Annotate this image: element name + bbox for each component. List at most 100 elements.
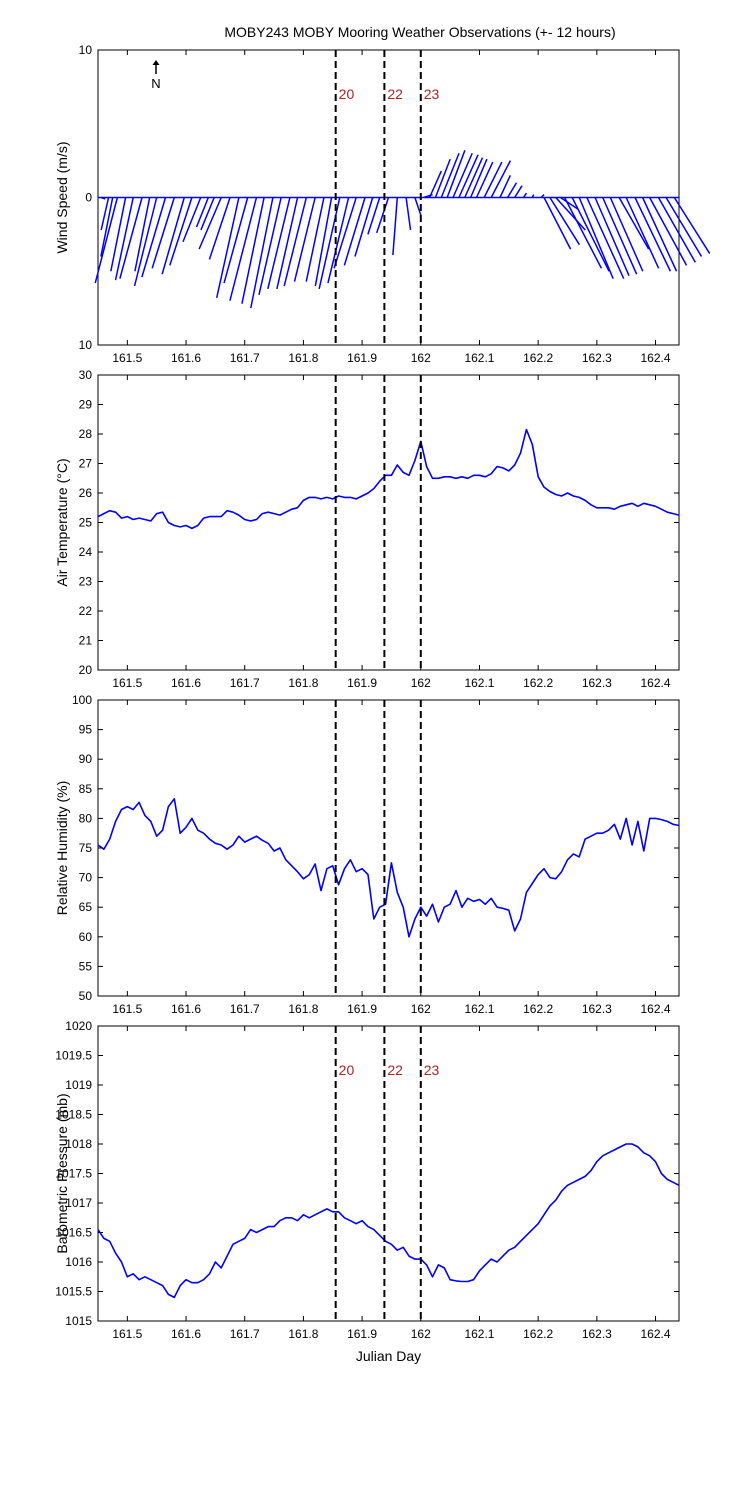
event-marker-label: 22 bbox=[387, 1062, 403, 1078]
wind-stick bbox=[490, 160, 512, 198]
wind-stick bbox=[522, 192, 528, 198]
x-tick-label: 162.2 bbox=[523, 1327, 553, 1341]
wind-stick bbox=[514, 185, 523, 198]
y-tick-label: 10 bbox=[79, 338, 93, 352]
wind-stick bbox=[267, 197, 291, 290]
x-tick-label: 162.3 bbox=[582, 1002, 612, 1016]
wind-stick bbox=[464, 157, 484, 198]
wind-stick bbox=[223, 197, 249, 284]
panel-wind: 161.5 161.6 161.7 161.8 161.9 162 162.1 162.2 16… bbox=[54, 43, 711, 365]
wind-stick bbox=[506, 182, 518, 198]
y-tick-label: 29 bbox=[79, 398, 93, 412]
x-tick-label: 162.3 bbox=[582, 1327, 612, 1341]
north-arrowhead-icon bbox=[152, 60, 160, 65]
x-tick-label: 162.4 bbox=[641, 351, 671, 365]
x-tick-label: 162.2 bbox=[523, 1002, 553, 1016]
wind-stick bbox=[440, 152, 460, 198]
wind-stick bbox=[100, 197, 110, 231]
axes-box bbox=[97, 699, 680, 997]
x-tick-label: 161.9 bbox=[347, 1327, 377, 1341]
y-tick-label: 1017 bbox=[65, 1196, 92, 1210]
wind-stick bbox=[114, 197, 134, 281]
panel-airtemp: 161.5 161.6 161.7 161.8 161.9 162 162.1 162.2 16… bbox=[54, 368, 680, 690]
y-tick-label: 75 bbox=[79, 841, 93, 855]
y-tick-label: 26 bbox=[79, 486, 93, 500]
y-axis-label: Barometric Pressure (mb) bbox=[54, 1093, 70, 1253]
wind-stick bbox=[151, 197, 176, 269]
x-axis-label: Julian Day bbox=[356, 1348, 421, 1364]
x-tick-label: 161.8 bbox=[288, 351, 318, 365]
x-tick-label: 162 bbox=[411, 351, 431, 365]
y-tick-label: 23 bbox=[79, 575, 93, 589]
wind-stick bbox=[657, 197, 696, 263]
wind-stick bbox=[293, 197, 316, 282]
x-tick-label: 162 bbox=[411, 676, 431, 690]
x-tick-label: 162.3 bbox=[582, 676, 612, 690]
wind-stick bbox=[452, 152, 473, 198]
wind-stick bbox=[475, 161, 494, 198]
wind-stick bbox=[258, 197, 282, 296]
wind-stick bbox=[609, 197, 644, 272]
wind-stick bbox=[182, 197, 202, 243]
x-tick-label: 162.4 bbox=[641, 1327, 671, 1341]
wind-stick bbox=[578, 197, 614, 279]
x-tick-label: 161.7 bbox=[230, 1327, 260, 1341]
y-tick-label: 60 bbox=[79, 930, 93, 944]
x-tick-label: 161.8 bbox=[288, 1002, 318, 1016]
wind-stick bbox=[343, 197, 366, 266]
wind-stick bbox=[119, 197, 143, 279]
y-axis-label: Air Temperature (°C) bbox=[54, 458, 70, 586]
panel-rh: 161.5 161.6 161.7 161.8 161.9 162 162.1 162.2 16… bbox=[54, 693, 680, 1016]
y-tick-label: 30 bbox=[79, 368, 93, 382]
wind-stick bbox=[540, 194, 545, 199]
x-tick-label: 161.5 bbox=[112, 1002, 142, 1016]
panel-pressure: 161.5 161.6 161.7 161.8 161.9 162 162.1 162.2 16… bbox=[54, 1019, 680, 1364]
wind-stick bbox=[634, 197, 672, 272]
y-tick-label: 80 bbox=[79, 811, 93, 825]
y-tick-label: 65 bbox=[79, 900, 93, 914]
x-tick-label: 161.7 bbox=[230, 676, 260, 690]
wind-stick bbox=[161, 197, 185, 275]
x-tick-label: 161.9 bbox=[347, 676, 377, 690]
y-axis-label: Relative Humidity (%) bbox=[54, 781, 70, 916]
wind-stick bbox=[405, 197, 412, 231]
wind-stick bbox=[195, 197, 210, 228]
y-tick-label: 90 bbox=[79, 752, 93, 766]
x-tick-label: 162.4 bbox=[641, 676, 671, 690]
y-tick-label: 1016 bbox=[65, 1255, 92, 1269]
wind-stick bbox=[314, 197, 333, 287]
wind-stick bbox=[434, 158, 451, 198]
y-tick-label: 1019.5 bbox=[55, 1049, 92, 1063]
wind-stick bbox=[276, 197, 299, 290]
wind-stick bbox=[673, 197, 711, 254]
y-tick-label: 1015.5 bbox=[55, 1285, 92, 1299]
y-tick-label: 1015 bbox=[65, 1314, 92, 1328]
wind-stick bbox=[241, 197, 265, 304]
wind-stick bbox=[250, 197, 274, 309]
wind-stick bbox=[563, 197, 603, 269]
x-tick-label: 162.2 bbox=[523, 676, 553, 690]
wind-stick bbox=[543, 197, 572, 250]
y-tick-label: 1018 bbox=[65, 1137, 92, 1151]
wind-stick bbox=[169, 197, 193, 266]
wind-stick bbox=[392, 197, 399, 256]
wind-stick bbox=[100, 196, 106, 200]
wind-stick bbox=[305, 197, 325, 282]
wind-stick bbox=[499, 175, 512, 198]
x-tick-label: 162.4 bbox=[641, 1002, 671, 1016]
wind-stick bbox=[318, 197, 341, 290]
x-tick-label: 162.1 bbox=[464, 676, 494, 690]
y-tick-label: 50 bbox=[79, 989, 93, 1003]
x-tick-label: 161.9 bbox=[347, 1002, 377, 1016]
x-tick-label: 162.1 bbox=[464, 1002, 494, 1016]
x-tick-label: 161.5 bbox=[112, 676, 142, 690]
wind-stick bbox=[469, 158, 488, 198]
x-tick-label: 161.6 bbox=[171, 1327, 201, 1341]
wind-stick bbox=[648, 197, 688, 266]
wind-stick bbox=[200, 197, 215, 231]
x-tick-label: 161.9 bbox=[347, 351, 377, 365]
y-tick-label: 22 bbox=[79, 604, 93, 618]
wind-stick bbox=[531, 194, 535, 198]
y-tick-label: 20 bbox=[79, 663, 93, 677]
wind-stick bbox=[283, 197, 308, 287]
